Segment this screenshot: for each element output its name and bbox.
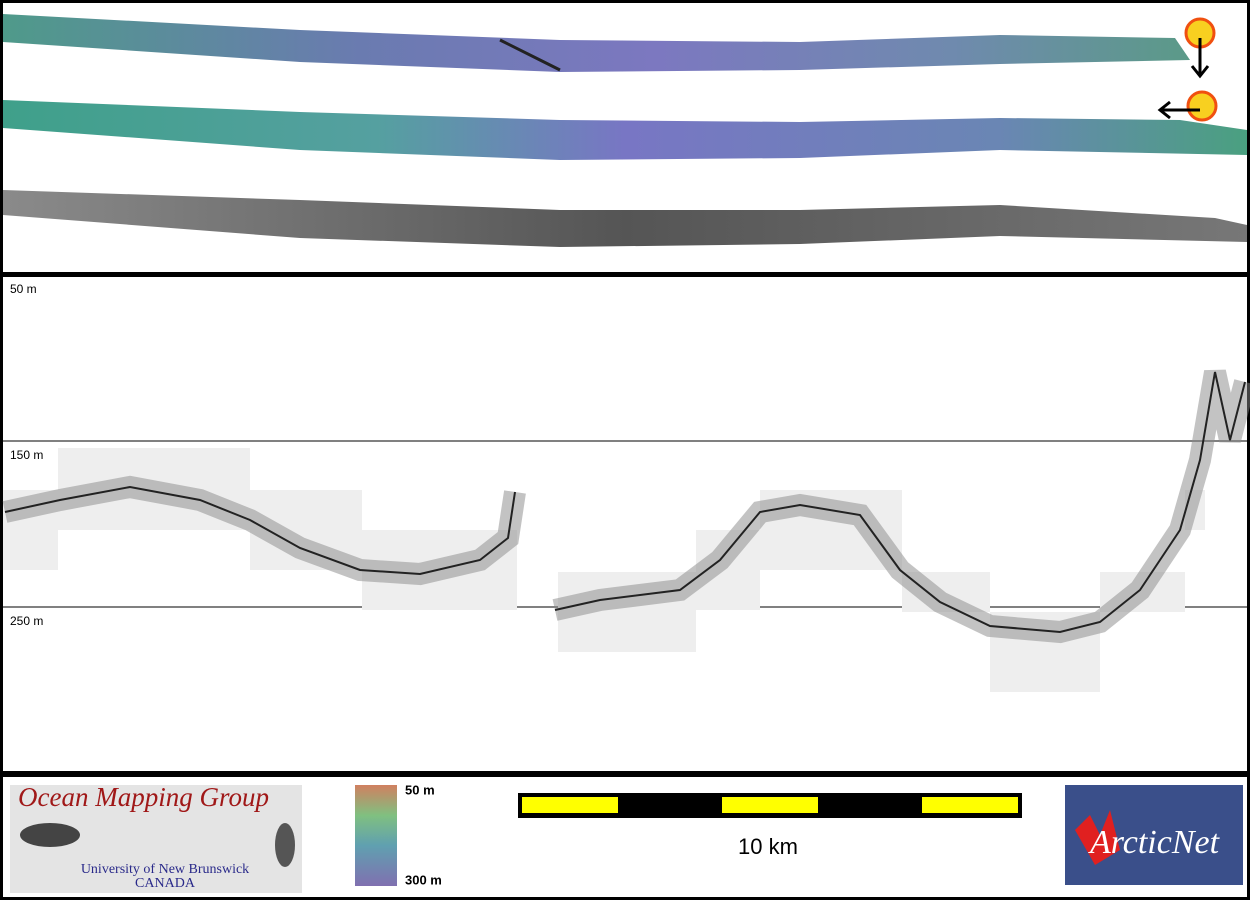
logo-title: Ocean Mapping Group (18, 782, 269, 812)
arrow (1190, 38, 1210, 79)
logo-text: University of New Brunswick (81, 862, 249, 877)
depth-label: 250 m (10, 614, 43, 628)
logo-shape (275, 823, 295, 867)
logo-title: ArcticNet (1088, 824, 1221, 861)
scale-label: 10 km (738, 834, 798, 859)
bathymetry-swath (3, 14, 1190, 72)
colorbar-label: 50 m (405, 782, 435, 797)
sun-icon (1186, 90, 1218, 122)
scale-segment (922, 797, 1018, 813)
colorbar (355, 785, 397, 886)
logo-shape (20, 823, 80, 847)
arrow (1157, 100, 1200, 120)
logo-text: CANADA (135, 876, 196, 891)
scale-segment (722, 797, 818, 813)
depth-label: 150 m (10, 448, 43, 462)
maple-leaf (1075, 810, 1120, 865)
depth-label: 50 m (10, 282, 37, 296)
seafloor-feature (499, 38, 561, 72)
seafloor-line (4, 371, 1246, 634)
scale-segment (522, 797, 618, 813)
bathymetry-swath (3, 100, 1247, 160)
backscatter-swath (3, 190, 1247, 247)
colorbar-label: 300 m (405, 872, 442, 887)
